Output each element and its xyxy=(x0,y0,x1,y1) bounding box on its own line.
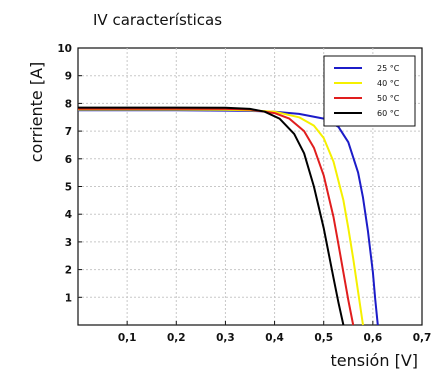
y-tick-label: 5 xyxy=(65,182,72,194)
x-axis-label: tensión [V] xyxy=(331,351,418,370)
legend-label: 25 °C xyxy=(377,64,400,73)
x-tick-label: 0,2 xyxy=(167,332,186,344)
legend-box xyxy=(323,55,416,127)
y-tick-label: 10 xyxy=(57,43,72,55)
x-tick-label: 0,3 xyxy=(216,332,235,344)
axis-ticks: 0,1 0,2 0,3 0,4 0,5 0,6 0,7 1 2 3 4 5 6 7 8 9 10 xyxy=(57,43,431,344)
series-lines xyxy=(78,106,379,326)
x-tick-label: 0,7 xyxy=(413,332,432,344)
y-tick-label: 9 xyxy=(65,71,72,83)
series-line-4 xyxy=(78,106,345,326)
legend-label: 60 °C xyxy=(377,109,400,118)
y-tick-label: 4 xyxy=(65,209,72,221)
y-tick-label: 6 xyxy=(65,154,72,166)
y-tick-label: 3 xyxy=(65,237,72,249)
series-line-3 xyxy=(78,107,355,326)
legend: 25 °C 40 °C 50 °C 60 °C xyxy=(323,55,416,127)
y-tick-label: 7 xyxy=(65,126,72,138)
y-axis-label: corriente [A] xyxy=(27,62,46,163)
legend-label: 50 °C xyxy=(377,94,400,103)
x-tick-label: 0,5 xyxy=(314,332,333,344)
x-tick-label: 0,6 xyxy=(364,332,383,344)
x-tick-label: 0,1 xyxy=(118,332,137,344)
y-tick-label: 8 xyxy=(65,98,72,110)
y-tick-label: 1 xyxy=(65,292,72,304)
x-tick-label: 0,4 xyxy=(265,332,284,344)
chart-title: IV características xyxy=(93,11,222,29)
y-tick-label: 2 xyxy=(65,265,72,277)
legend-label: 40 °C xyxy=(377,79,400,88)
grid-lines xyxy=(78,48,422,325)
